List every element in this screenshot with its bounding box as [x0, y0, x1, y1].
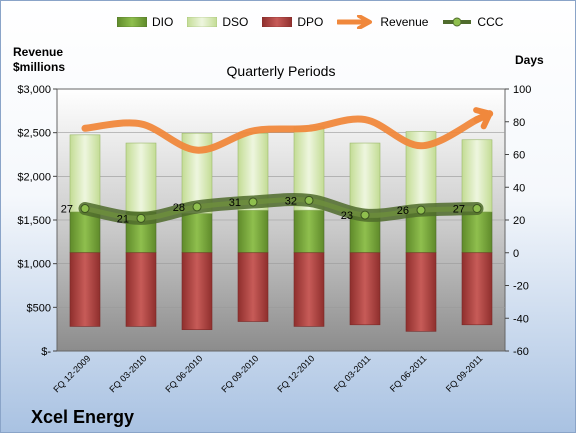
- ccc-point: [360, 210, 370, 220]
- legend-swatch-dpo: [262, 17, 293, 27]
- right-tick-label: -20: [513, 281, 529, 293]
- ccc-point: [304, 195, 314, 205]
- legend-label-dpo: DPO: [297, 15, 324, 29]
- bar-dpo: [237, 252, 269, 322]
- ccc-data-label: 28: [173, 202, 185, 214]
- bar-dso: [125, 142, 157, 213]
- ccc-data-label: 27: [61, 204, 73, 216]
- ccc-point: [136, 213, 146, 223]
- ccc-point: [192, 202, 202, 212]
- left-tick-label: $2,000: [17, 171, 51, 183]
- ccc-point: [80, 204, 90, 214]
- ccc-data-label: 21: [117, 213, 129, 225]
- lines-layer: 27 21 28 31 32 23 26 27: [61, 107, 494, 225]
- ccc-data-label: 26: [397, 205, 409, 217]
- left-axis-title-line2: $millions: [13, 60, 66, 74]
- category-label: FQ 03-2011: [332, 353, 373, 394]
- bar-dio: [69, 211, 101, 254]
- category-label: FQ 06-2011: [388, 353, 429, 394]
- ccc-data-label: 23: [341, 210, 353, 222]
- company-name: Xcel Energy: [31, 407, 135, 427]
- left-tick-label: $500: [27, 302, 51, 314]
- revenue-line: [81, 115, 481, 154]
- left-tick-label: $1,500: [17, 215, 51, 227]
- legend-item-dso: DSO: [187, 15, 248, 29]
- legend-label-dso: DSO: [222, 15, 249, 29]
- bars-layer: [69, 126, 493, 332]
- right-tick-label: 40: [513, 182, 525, 194]
- ccc-line-highlight: [82, 197, 480, 221]
- bar-dso: [69, 134, 101, 213]
- bar-dio: [405, 211, 437, 254]
- legend: DIO DSO DPO Revenue CCC: [117, 15, 517, 29]
- left-tick-label: $2,500: [17, 128, 51, 140]
- right-tick-label: 0: [513, 248, 519, 260]
- ccc-data-label: 31: [229, 197, 241, 209]
- left-tick-label: $1,000: [17, 259, 51, 271]
- left-tick-label: $-: [41, 346, 51, 358]
- bar-dio: [181, 213, 213, 254]
- ccc-point: [248, 197, 258, 207]
- revenue-arrow-shaft: [473, 110, 494, 124]
- bar-dpo: [293, 252, 325, 327]
- ccc-point: [472, 204, 482, 214]
- legend-arrow-icon: [337, 15, 373, 29]
- right-axis-title: Days: [515, 53, 544, 67]
- legend-label-dio: DIO: [152, 15, 174, 29]
- legend-item-dio: DIO: [117, 15, 173, 29]
- category-label: FQ 03-2010: [107, 353, 148, 394]
- right-tick-label: 100: [513, 84, 531, 96]
- legend-swatch-dio: [117, 17, 147, 27]
- ccc-point: [416, 205, 426, 215]
- right-tick-label: -40: [513, 313, 529, 325]
- bar-dio: [237, 209, 269, 254]
- bar-dso: [461, 139, 493, 213]
- left-tick-label: $3,000: [17, 84, 51, 96]
- left-axis-title: Revenue $millions: [13, 45, 65, 75]
- chart-title: Quarterly Periods: [226, 63, 336, 79]
- right-tick-label: 60: [513, 150, 525, 162]
- bar-dio: [293, 209, 325, 254]
- bar-dpo: [461, 252, 493, 326]
- category-label: FQ 12-2010: [275, 353, 316, 394]
- category-label: FQ 12-2009: [51, 353, 92, 394]
- bar-dpo: [125, 252, 157, 327]
- ccc-data-label: 27: [453, 204, 465, 216]
- legend-item-revenue: Revenue: [337, 15, 428, 29]
- category-label: FQ 09-2010: [219, 353, 260, 394]
- legend-label-revenue: Revenue: [380, 15, 429, 29]
- category-label: FQ 06-2010: [163, 353, 204, 394]
- bar-dso: [349, 142, 381, 214]
- right-tick-label: -60: [513, 346, 529, 358]
- bar-dpo: [181, 252, 213, 331]
- bar-dio: [461, 211, 493, 254]
- right-tick-label: 80: [513, 117, 525, 129]
- ccc-data-label: 32: [285, 195, 297, 207]
- bar-dpo: [405, 252, 437, 332]
- legend-ccc-marker-icon: [443, 17, 472, 27]
- legend-label-ccc: CCC: [477, 15, 504, 29]
- legend-swatch-dso: [187, 17, 218, 27]
- legend-item-ccc: CCC: [442, 15, 503, 29]
- legend-item-dpo: DPO: [262, 15, 323, 29]
- bar-dpo: [349, 252, 381, 326]
- bar-dpo: [69, 252, 101, 327]
- right-tick-label: 20: [513, 215, 525, 227]
- category-label: FQ 09-2011: [444, 353, 485, 394]
- left-axis-title-line1: Revenue: [13, 45, 64, 59]
